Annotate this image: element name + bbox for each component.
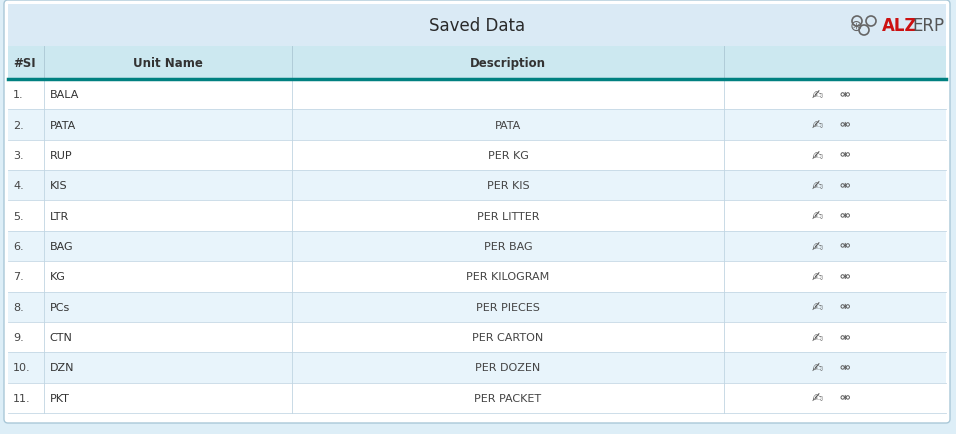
Text: ✍: ✍ (812, 331, 822, 344)
Bar (8, 262, 946, 292)
FancyBboxPatch shape (4, 1, 950, 423)
Text: PER KILOGRAM: PER KILOGRAM (467, 272, 550, 282)
Text: KIS: KIS (50, 181, 67, 191)
Text: ⊛: ⊛ (850, 19, 862, 33)
Text: ✍: ✍ (812, 119, 822, 132)
Polygon shape (715, 117, 868, 376)
Text: Saved Data: Saved Data (429, 17, 525, 35)
Text: PCs: PCs (50, 302, 70, 312)
Text: CTN: CTN (50, 332, 73, 342)
Text: PKT: PKT (50, 393, 70, 403)
Text: PATA: PATA (495, 120, 521, 130)
Text: 11.: 11. (13, 393, 31, 403)
Text: PER KIS: PER KIS (487, 181, 530, 191)
Text: ALZ: ALZ (882, 17, 918, 35)
Text: ⚮: ⚮ (839, 210, 850, 223)
Text: ⚮: ⚮ (839, 300, 850, 313)
Text: ERP: ERP (912, 17, 945, 35)
Bar (8, 80, 946, 110)
Text: BALA: BALA (50, 90, 79, 100)
Text: BAG: BAG (50, 241, 74, 251)
Bar (8, 110, 946, 141)
Text: ✍: ✍ (812, 210, 822, 223)
Text: PER PIECES: PER PIECES (476, 302, 540, 312)
Polygon shape (771, 202, 848, 335)
Text: ✍: ✍ (812, 179, 822, 192)
Bar (8, 292, 946, 322)
Text: ⚮: ⚮ (839, 89, 850, 102)
Text: 4.: 4. (13, 181, 24, 191)
Text: PER DOZEN: PER DOZEN (475, 363, 540, 373)
Text: ⚮: ⚮ (839, 240, 850, 253)
Text: DZN: DZN (50, 363, 75, 373)
Bar (8, 383, 946, 413)
Text: ✍: ✍ (812, 270, 822, 283)
Bar (8, 141, 946, 171)
Text: ⚮: ⚮ (839, 149, 850, 162)
Text: 6.: 6. (13, 241, 24, 251)
Text: ⚮: ⚮ (839, 361, 850, 374)
Bar (8, 171, 946, 201)
Bar (8, 47, 946, 80)
Text: PER PACKET: PER PACKET (474, 393, 541, 403)
Polygon shape (727, 146, 812, 291)
Bar (8, 322, 946, 352)
Text: PER LITTER: PER LITTER (477, 211, 539, 221)
Text: PATA: PATA (50, 120, 76, 130)
Bar (8, 5, 946, 47)
Text: ✍: ✍ (812, 89, 822, 102)
Text: #SI: #SI (13, 57, 35, 70)
Bar (8, 352, 946, 383)
Text: ⚮: ⚮ (839, 179, 850, 192)
Text: LTR: LTR (50, 211, 69, 221)
Text: 2.: 2. (13, 120, 24, 130)
Text: 5.: 5. (13, 211, 24, 221)
Text: ✍: ✍ (812, 149, 822, 162)
Text: PER CARTON: PER CARTON (472, 332, 544, 342)
Text: PER BAG: PER BAG (484, 241, 532, 251)
Text: ⚮: ⚮ (839, 331, 850, 344)
Text: ✍: ✍ (812, 240, 822, 253)
Text: 10.: 10. (13, 363, 31, 373)
Text: KG: KG (50, 272, 66, 282)
Text: ⚮: ⚮ (839, 270, 850, 283)
Text: PER KG: PER KG (488, 151, 529, 161)
Text: ✍: ✍ (812, 361, 822, 374)
Text: Description: Description (470, 57, 546, 70)
Text: 7.: 7. (13, 272, 24, 282)
Bar (8, 201, 946, 231)
Text: ⚮: ⚮ (839, 119, 850, 132)
Text: 3.: 3. (13, 151, 24, 161)
Text: 1.: 1. (13, 90, 24, 100)
Text: Unit Name: Unit Name (133, 57, 203, 70)
Text: ⚮: ⚮ (839, 391, 850, 404)
Text: 8.: 8. (13, 302, 24, 312)
Text: 9.: 9. (13, 332, 24, 342)
Text: ✍: ✍ (812, 300, 822, 313)
Text: ✍: ✍ (812, 391, 822, 404)
Bar (8, 231, 946, 262)
Text: RUP: RUP (50, 151, 73, 161)
